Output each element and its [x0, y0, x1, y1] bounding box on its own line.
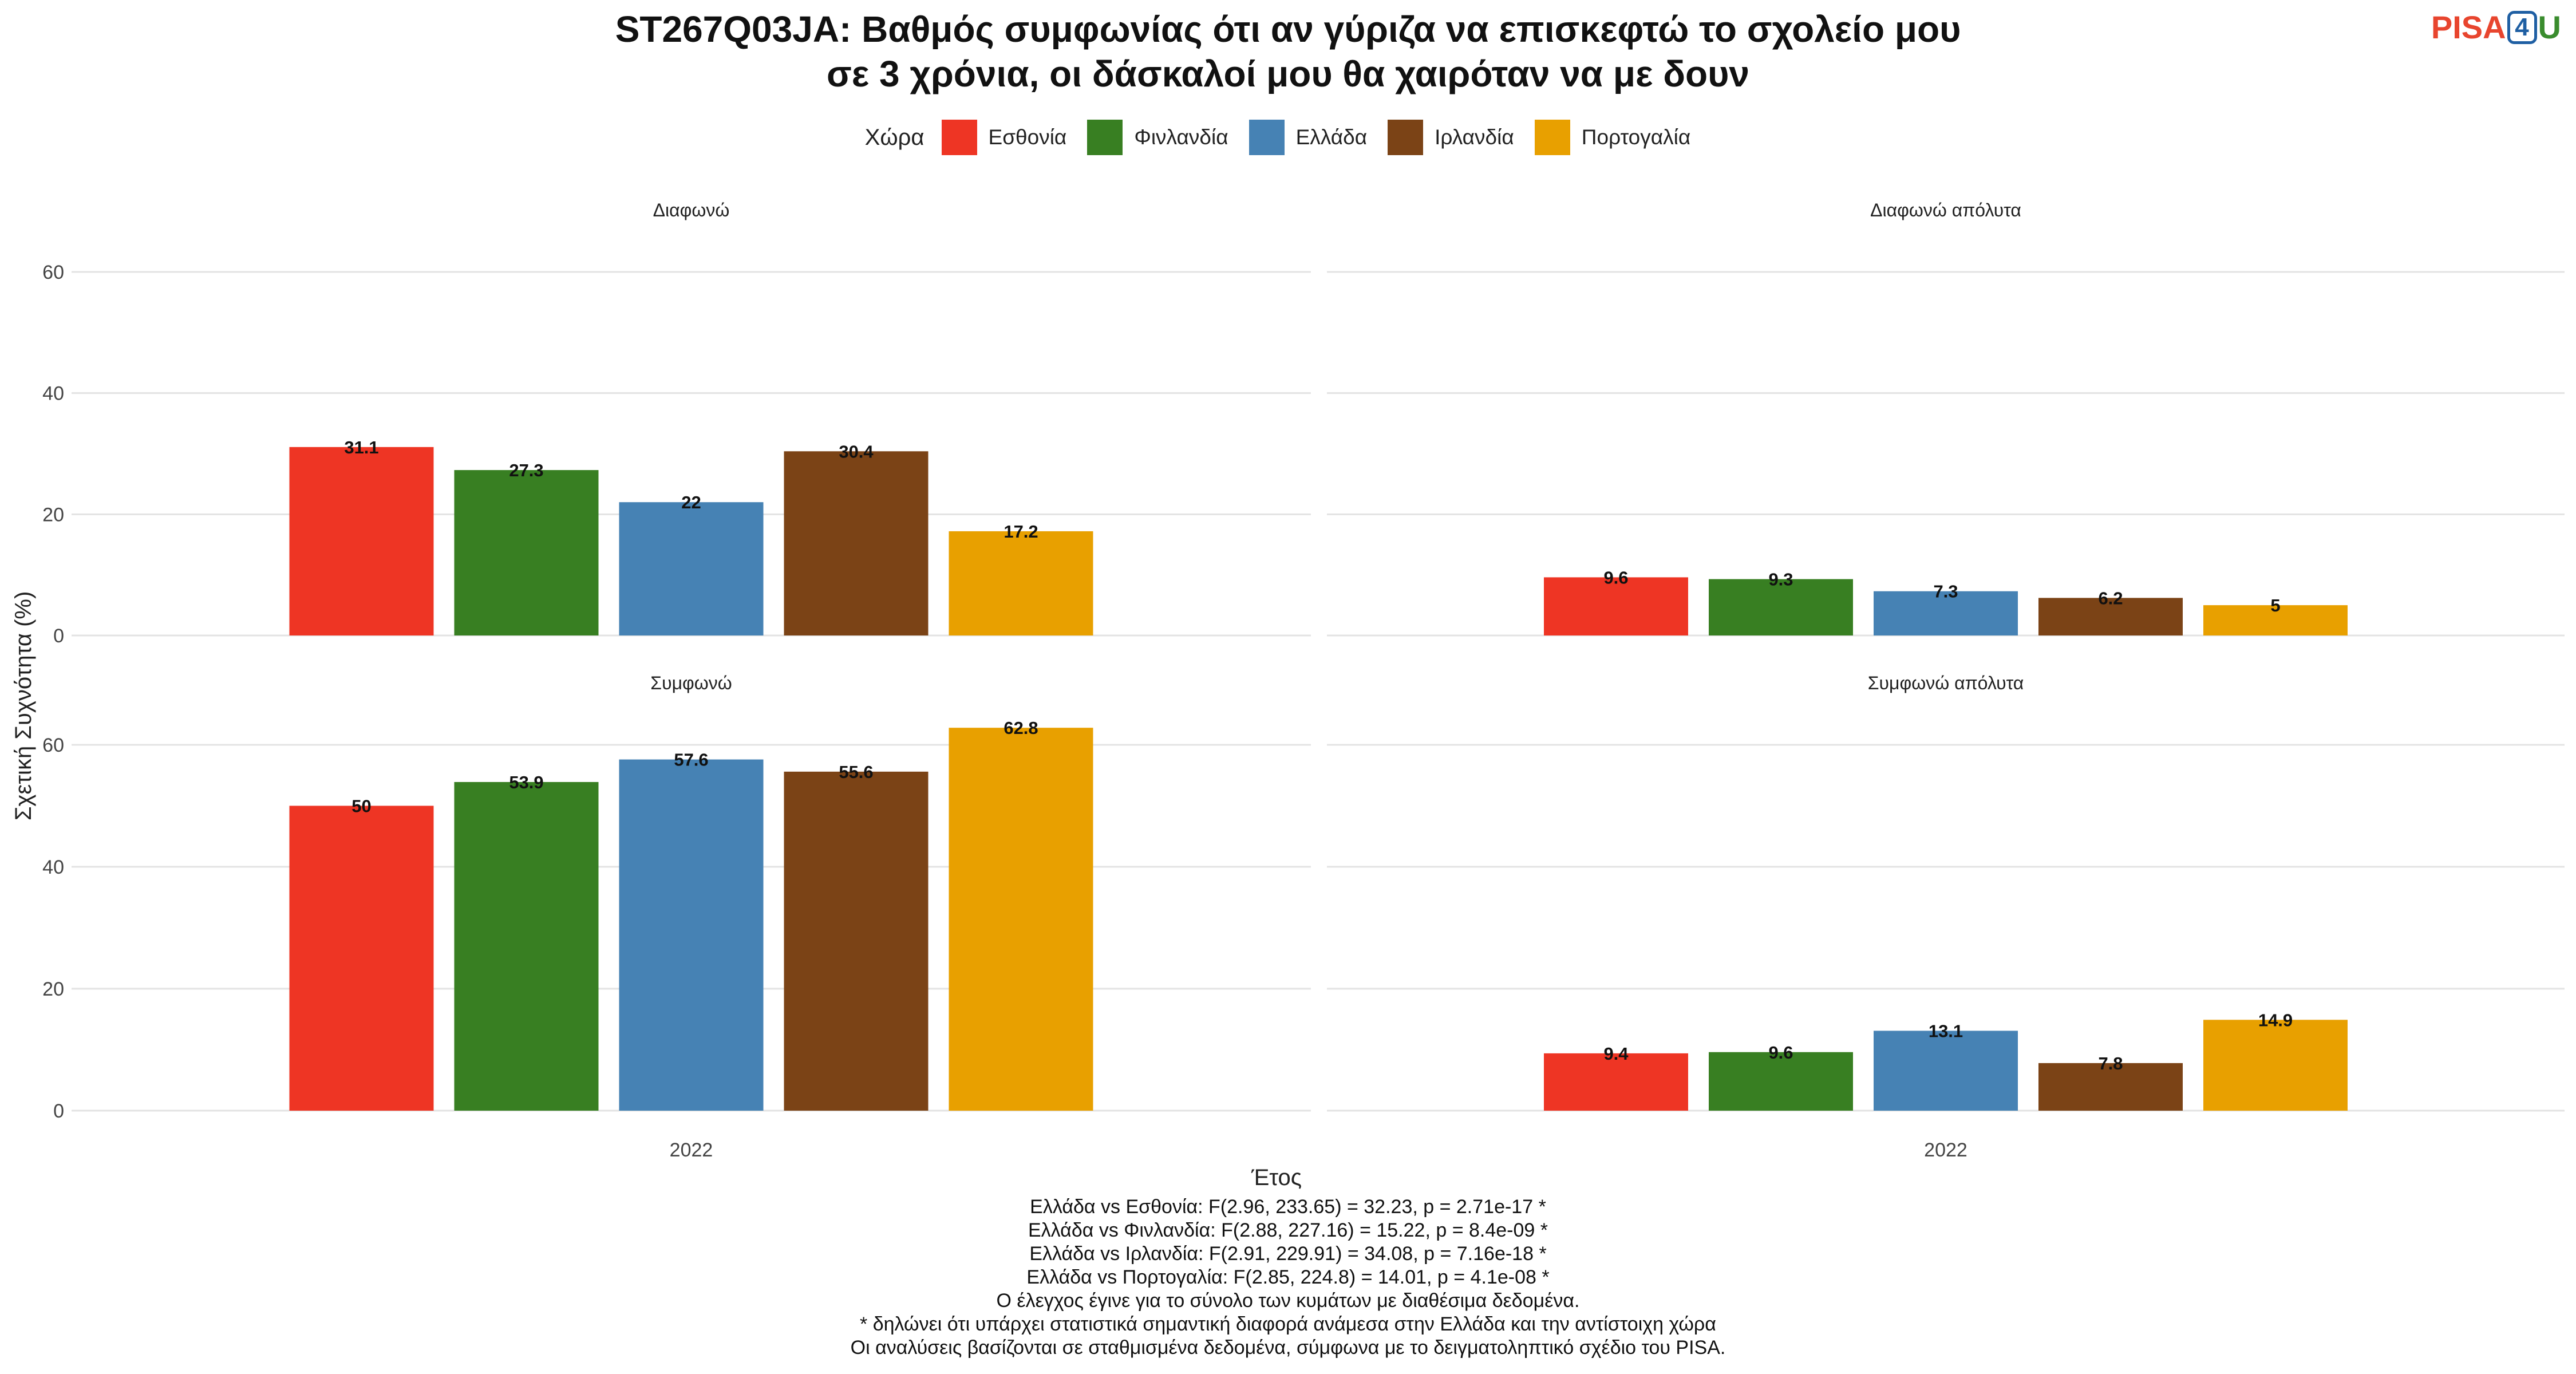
data-label: 9.6 — [1768, 1043, 1793, 1063]
legend-key — [941, 120, 977, 155]
data-label: 14.9 — [2258, 1010, 2293, 1030]
legend-label: Πορτογαλία — [1581, 125, 1691, 149]
x-tick-label: 2022 — [1924, 1139, 1967, 1161]
bar-Ιρλανδία — [2038, 598, 2183, 635]
chart-title: ST267Q03JA: Βαθμός συμφωνίας ότι αν γύρι… — [0, 7, 2576, 96]
data-label: 30.4 — [839, 441, 874, 461]
bar-Πορτογαλία — [949, 531, 1093, 635]
bar-Φινλανδία — [454, 470, 599, 635]
bar-Φινλανδία — [454, 781, 599, 1111]
footer-line: * δηλώνει ότι υπάρχει στατιστικά σημαντι… — [860, 1313, 1716, 1335]
data-label: 9.6 — [1603, 567, 1628, 587]
footer-notes: Ελλάδα vs Εσθονία: F(2.96, 233.65) = 32.… — [0, 1195, 2576, 1360]
y-tick-label: 0 — [53, 1100, 64, 1122]
data-label: 7.3 — [1933, 582, 1958, 602]
footer-line: Ελλάδα vs Εσθονία: F(2.96, 233.65) = 32.… — [1030, 1196, 1546, 1218]
legend-key — [1534, 120, 1570, 155]
chart-title-line-1: ST267Q03JA: Βαθμός συμφωνίας ότι αν γύρι… — [615, 9, 1961, 50]
data-label: 55.6 — [839, 762, 873, 782]
facet-panel: Συμφωνώ απόλυτα 9.4 9.6 13.1 7.8 14.9 2022 — [1327, 673, 2565, 1161]
y-tick-label: 20 — [42, 978, 64, 1000]
legend-item-portugal: Πορτογαλία — [1534, 120, 1691, 155]
footer-line: Ο έλεγχος έγινε για το σύνολο των κυμάτω… — [996, 1290, 1580, 1312]
data-label: 57.6 — [674, 750, 708, 770]
data-label: 31.1 — [344, 437, 378, 457]
y-tick-label: 40 — [42, 856, 64, 878]
bar-Φινλανδία — [1709, 1052, 1853, 1111]
data-label: 22 — [681, 492, 701, 512]
y-tick-label: 20 — [42, 504, 64, 526]
legend-key — [1249, 120, 1285, 155]
chart-title-line-2: σε 3 χρόνια, οι δάσκαλοί μου θα χαιρόταν… — [827, 53, 1749, 94]
pisa4u-logo: PISA 4 U — [2431, 10, 2561, 45]
logo-text-pisa: PISA — [2431, 9, 2506, 45]
bar-Φινλανδία — [1709, 579, 1853, 635]
legend-item-finland: Φινλανδία — [1087, 120, 1228, 155]
legend-label: Φινλανδία — [1134, 125, 1228, 149]
footer-line: Ελλάδα vs Ιρλανδία: F(2.91, 229.91) = 34… — [1029, 1243, 1547, 1265]
bar-Εσθονία — [1544, 577, 1688, 635]
data-label: 13.1 — [1929, 1021, 1963, 1041]
data-label: 7.8 — [2098, 1053, 2123, 1073]
legend-label: Ιρλανδία — [1435, 125, 1514, 149]
facet-panel: Διαφωνώ 0 20 40 60 31.1 27.3 22 30.4 17.2 — [42, 200, 1311, 647]
legend-item-greece: Ελλάδα — [1249, 120, 1368, 155]
y-axis-label: Σχετική Συχνότητα (%) — [11, 591, 36, 821]
bar-Πορτογαλία — [2203, 605, 2348, 635]
data-label: 17.2 — [1003, 522, 1038, 542]
legend-item-estonia: Εσθονία — [941, 120, 1067, 155]
data-label: 6.2 — [2098, 588, 2123, 608]
legend-key — [1087, 120, 1123, 155]
facet-title: Διαφωνώ απόλυτα — [1870, 200, 2021, 220]
y-tick-label: 0 — [53, 625, 64, 647]
x-axis-label: Έτος — [1251, 1165, 1302, 1190]
bar-Εσθονία — [1544, 1053, 1688, 1111]
bar-Εσθονία — [289, 447, 434, 635]
footer-line: Ελλάδα vs Φινλανδία: F(2.88, 227.16) = 1… — [1028, 1219, 1548, 1241]
bar-Ιρλανδία — [784, 771, 929, 1111]
bar-Πορτογαλία — [949, 728, 1093, 1111]
legend-key — [1388, 120, 1424, 155]
legend-item-ireland: Ιρλανδία — [1388, 120, 1514, 155]
bar-Ιρλανδία — [2038, 1063, 2183, 1111]
data-label: 9.4 — [1603, 1044, 1629, 1064]
footer-line: Ελλάδα vs Πορτογαλία: F(2.85, 224.8) = 1… — [1026, 1266, 1550, 1288]
bar-Πορτογαλία — [2203, 1020, 2348, 1111]
data-label: 53.9 — [509, 772, 543, 792]
data-label: 9.3 — [1768, 570, 1793, 590]
y-tick-label: 60 — [42, 262, 64, 283]
facet-title: Διαφωνώ — [653, 200, 730, 220]
footer-line: Οι αναλύσεις βασίζονται σε σταθμισμένα δ… — [850, 1337, 1726, 1359]
data-label: 5 — [2270, 595, 2280, 615]
facet-title: Συμφωνώ — [650, 673, 732, 693]
bar-Ελλάδα — [619, 502, 764, 635]
legend-label: Εσθονία — [988, 125, 1067, 149]
facet-panel: Συμφωνώ 0 20 40 60 50 53.9 57.6 55.6 62.8 2022 — [42, 673, 1311, 1161]
bar-Εσθονία — [289, 806, 434, 1111]
data-label: 62.8 — [1003, 718, 1038, 738]
legend-label: Ελλάδα — [1295, 125, 1368, 149]
logo-text-4: 4 — [2507, 11, 2537, 44]
bar-Ελλάδα — [1874, 591, 2018, 635]
facet-panel: Διαφωνώ απόλυτα 9.6 9.3 7.3 6.2 5 — [1327, 200, 2565, 637]
legend-title: Χώρα — [864, 124, 924, 150]
y-tick-label: 40 — [42, 383, 64, 405]
data-label: 50 — [351, 796, 371, 816]
y-tick-label: 60 — [42, 735, 64, 756]
legend: Χώρα Εσθονία Φινλανδία Ελλάδα Ιρλανδία Π… — [0, 117, 2576, 158]
bar-Ελλάδα — [619, 759, 764, 1111]
logo-text-u: U — [2538, 9, 2561, 45]
bar-Ιρλανδία — [784, 451, 929, 635]
bar-Ελλάδα — [1874, 1030, 2018, 1111]
data-label: 27.3 — [509, 460, 543, 480]
x-tick-label: 2022 — [670, 1139, 713, 1161]
facet-title: Συμφωνώ απόλυτα — [1868, 673, 2024, 693]
